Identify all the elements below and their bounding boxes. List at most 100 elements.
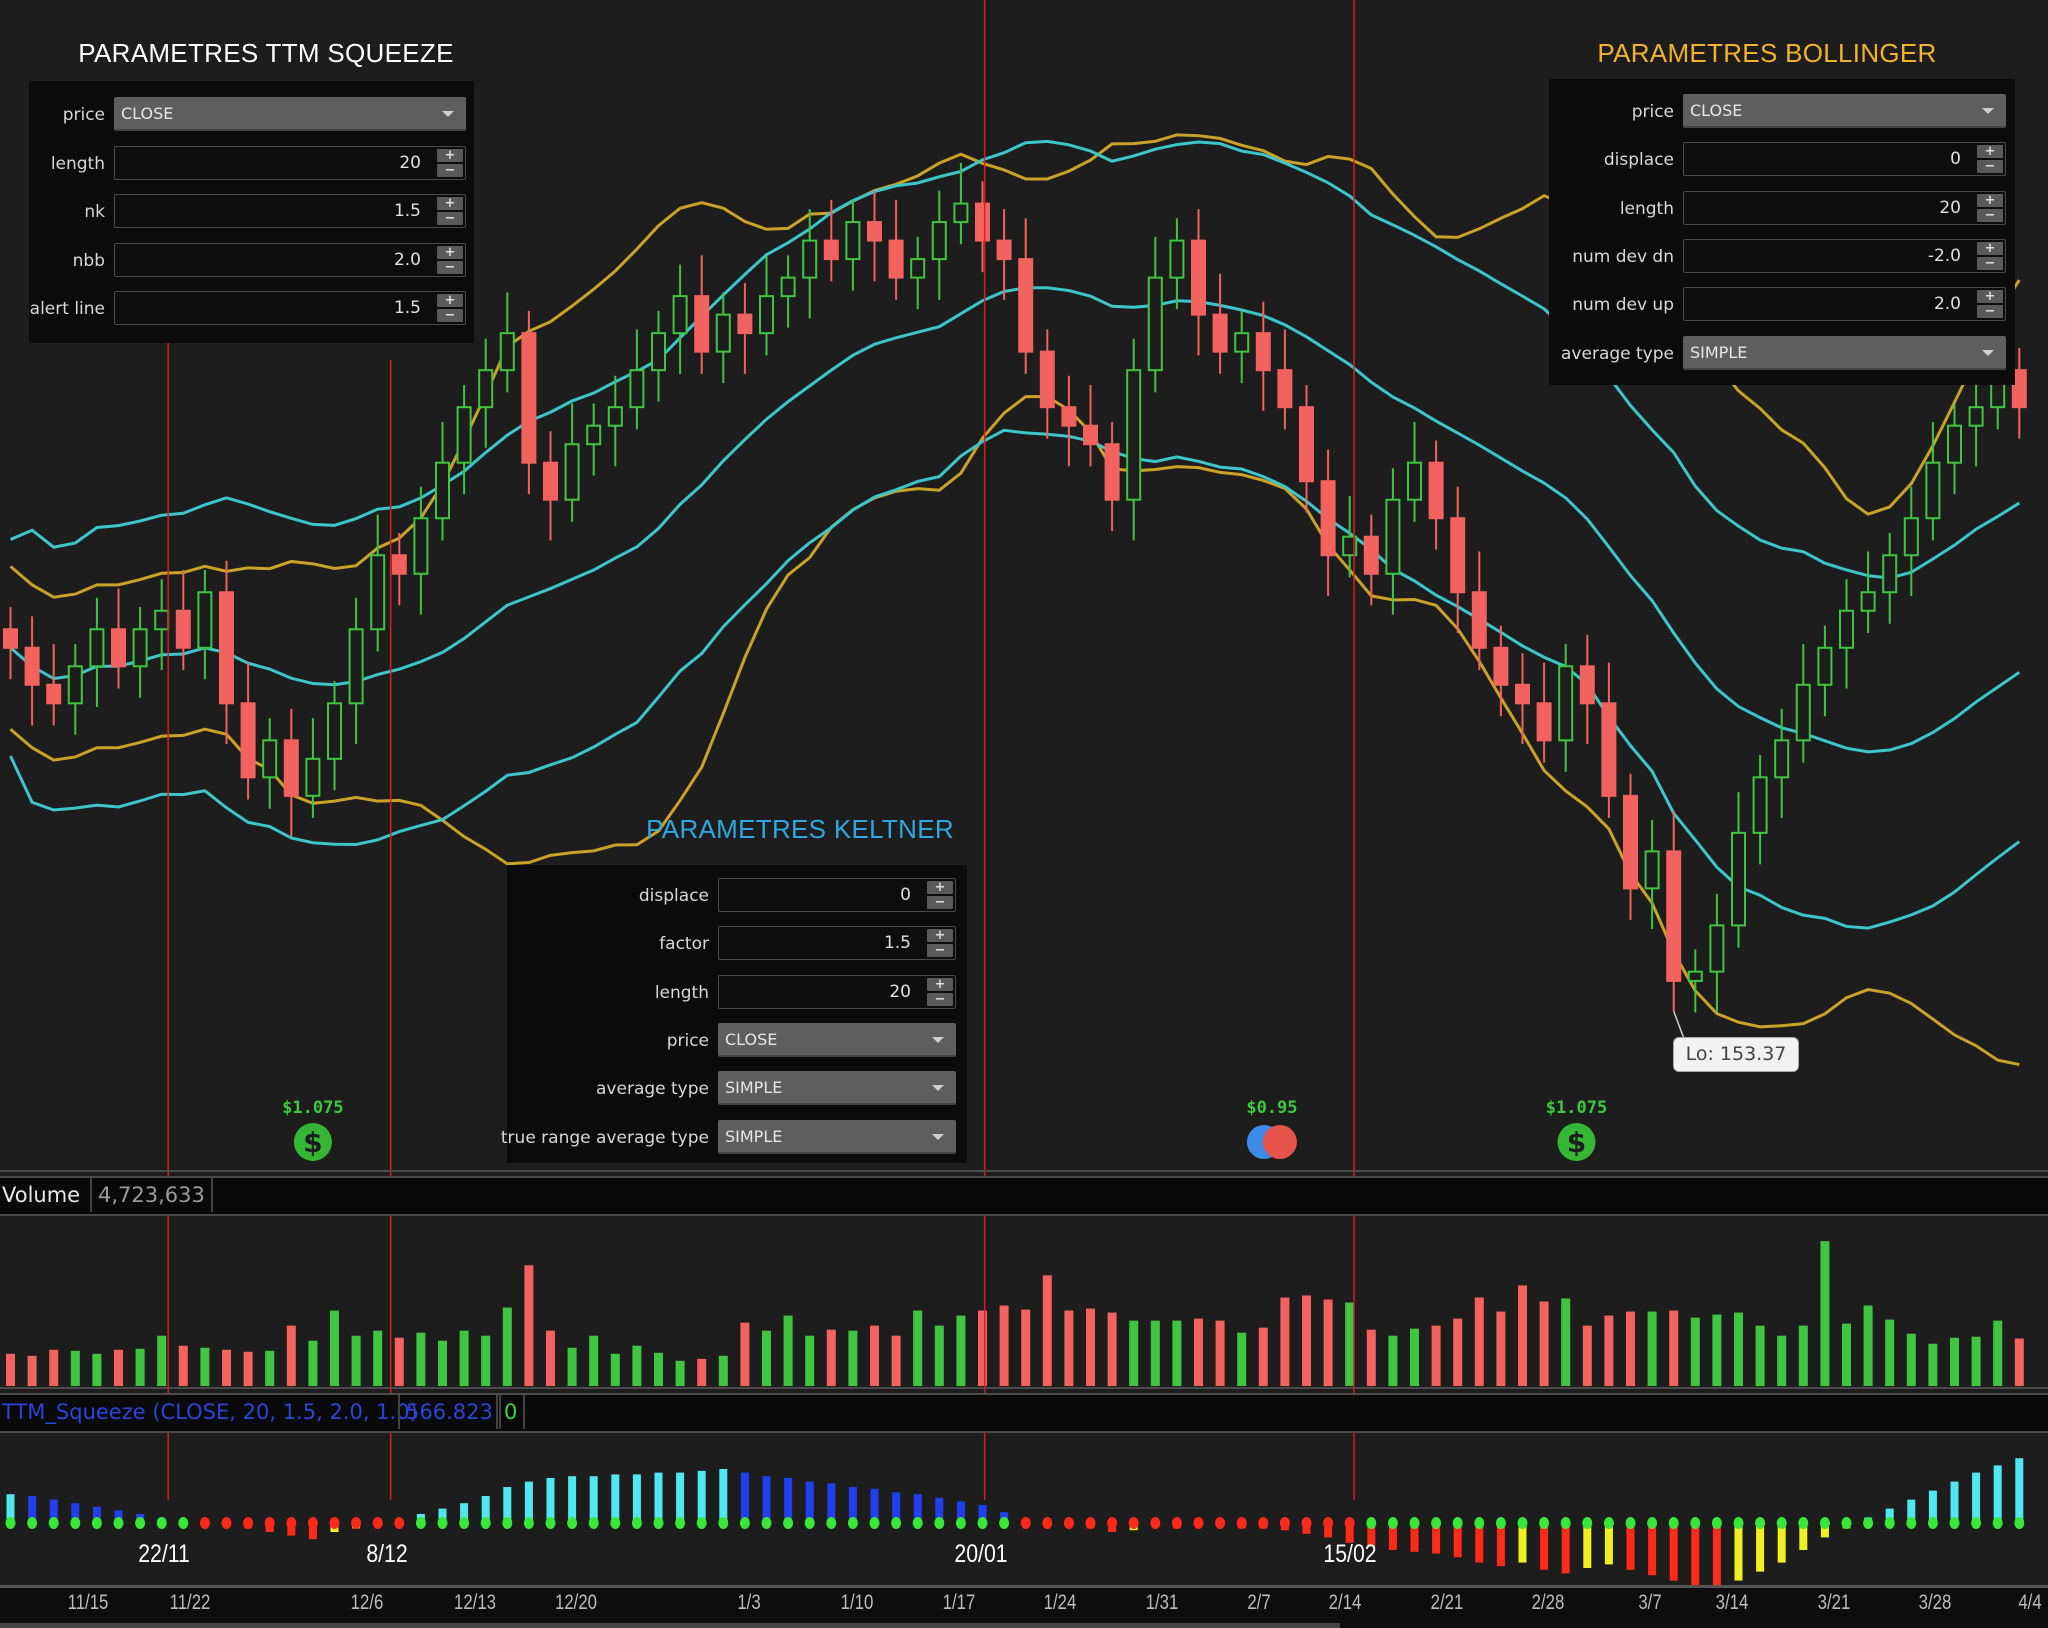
candle	[521, 310, 537, 495]
param-input-nk[interactable]: 1.5 + −	[114, 194, 466, 228]
candle	[1277, 329, 1293, 430]
candle-body	[845, 221, 861, 261]
param-input-num-dev-dn[interactable]: -2.0 + −	[1683, 238, 2006, 273]
volume-bar	[1906, 1333, 1916, 1386]
increment-icon[interactable]: +	[437, 197, 463, 210]
increment-icon[interactable]: +	[1977, 290, 2003, 304]
increment-icon[interactable]: +	[437, 245, 463, 259]
volume-bar	[1302, 1295, 1311, 1386]
candle-body	[521, 332, 537, 464]
squeeze-histogram-bar	[1950, 1481, 1959, 1523]
param-input-num-dev-up[interactable]: 2.0 + −	[1683, 287, 2006, 322]
increment-icon[interactable]: +	[1977, 241, 2003, 255]
dividend-icon: $	[1557, 1123, 1596, 1161]
squeeze-off-dot	[847, 1517, 858, 1529]
param-input-length[interactable]: 20 + −	[114, 145, 466, 180]
squeeze-histogram-bar	[1907, 1499, 1916, 1523]
volume-bar	[1388, 1335, 1398, 1386]
squeeze-off-dot	[1517, 1517, 1528, 1529]
candle-body	[197, 591, 213, 649]
candle	[651, 310, 666, 402]
decrement-icon[interactable]: −	[1977, 305, 2003, 319]
decrement-icon[interactable]: −	[1977, 160, 2003, 174]
keltner-middle-line	[9, 286, 2021, 754]
param-select-price[interactable]: CLOSE	[1683, 94, 2006, 128]
stepper[interactable]: + −	[1977, 290, 2003, 319]
param-input-factor[interactable]: 1.5 + −	[718, 926, 956, 961]
stepper[interactable]: + −	[1977, 145, 2003, 174]
increment-icon[interactable]: +	[1977, 145, 2003, 159]
decrement-icon[interactable]: −	[437, 212, 463, 225]
volume-bar	[1561, 1298, 1571, 1386]
stepper[interactable]: + −	[437, 148, 463, 177]
squeeze-histogram-bar	[460, 1503, 469, 1523]
x-axis[interactable]	[0, 1585, 2048, 1628]
ttm-squeeze-header: TTM_Squeeze (CLOSE, 20, 1.5, 2.0, 1.0) 5…	[0, 1393, 2048, 1433]
decrement-icon[interactable]: −	[437, 309, 463, 322]
volume-bar	[610, 1353, 620, 1386]
decrement-icon[interactable]: −	[437, 260, 463, 274]
param-select-average-type[interactable]: SIMPLE	[1683, 335, 2006, 370]
stepper[interactable]: + −	[1977, 193, 2003, 222]
chevron-down-icon[interactable]	[932, 1036, 944, 1043]
candle	[327, 681, 342, 791]
increment-icon[interactable]: +	[1977, 193, 2003, 207]
stepper[interactable]: + −	[437, 294, 463, 322]
select-value: CLOSE	[725, 1029, 778, 1049]
candle	[1234, 310, 1250, 384]
candle-body	[1277, 369, 1293, 409]
stepper[interactable]: + −	[437, 245, 463, 274]
x-tick-label: 1/10	[840, 1591, 874, 1614]
param-input-length[interactable]: 20 + −	[718, 974, 956, 1009]
ttm-squeeze-label[interactable]: TTM_Squeeze (CLOSE, 20, 1.5, 2.0, 1.0)	[2, 1400, 418, 1424]
increment-icon[interactable]: +	[437, 294, 463, 307]
squeeze-histogram-bar	[654, 1472, 663, 1523]
decrement-icon[interactable]: −	[927, 944, 953, 958]
decrement-icon[interactable]: −	[927, 896, 953, 909]
squeeze-histogram-bar	[1799, 1523, 1808, 1550]
chevron-down-icon[interactable]	[1982, 349, 1994, 356]
increment-icon[interactable]: +	[927, 977, 953, 991]
decrement-icon[interactable]: −	[927, 992, 953, 1006]
stepper[interactable]: + −	[927, 929, 953, 958]
chevron-down-icon[interactable]	[932, 1133, 944, 1140]
bollinger-panel-title: PARAMETRES BOLLINGER	[1597, 38, 1937, 68]
candle-body	[1083, 424, 1098, 446]
candle	[1795, 644, 1811, 763]
squeeze-on-dot	[1279, 1517, 1290, 1529]
marker-lines-layer	[167, 0, 1355, 1500]
chevron-down-icon[interactable]	[932, 1085, 944, 1092]
param-input-length[interactable]: 20 + −	[1683, 190, 2006, 225]
price-panel-divider[interactable]	[0, 1170, 2048, 1174]
decrement-icon[interactable]: −	[1977, 256, 2003, 270]
horizontal-scrollbar[interactable]	[0, 1623, 1340, 1628]
squeeze-off-dot	[135, 1517, 146, 1529]
param-input-displace[interactable]: 0 + −	[718, 878, 956, 912]
squeeze-off-dot	[869, 1517, 880, 1529]
decrement-icon[interactable]: −	[1977, 208, 2003, 222]
candle	[759, 255, 774, 356]
increment-icon[interactable]: +	[927, 929, 953, 943]
param-input-alert-line[interactable]: 1.5 + −	[114, 291, 466, 325]
increment-icon[interactable]: +	[437, 148, 463, 162]
candle	[1212, 273, 1228, 374]
stepper[interactable]: + −	[437, 197, 463, 225]
decrement-icon[interactable]: −	[437, 163, 463, 177]
param-select-average-type[interactable]: SIMPLE	[718, 1071, 956, 1106]
squeeze-on-dot	[1020, 1517, 1031, 1529]
stepper[interactable]: + −	[1977, 241, 2003, 270]
param-select-price[interactable]: CLOSE	[718, 1022, 956, 1057]
param-row-price: price CLOSE	[29, 97, 474, 133]
param-select-true-range-average-type[interactable]: SIMPLE	[718, 1119, 956, 1154]
stepper[interactable]: + −	[927, 881, 953, 909]
param-select-price[interactable]: CLOSE	[114, 97, 466, 131]
increment-icon[interactable]: +	[927, 881, 953, 894]
param-label: nk	[84, 202, 105, 222]
param-input-nbb[interactable]: 2.0 + −	[114, 242, 466, 277]
stepper[interactable]: + −	[927, 977, 953, 1006]
chevron-down-icon[interactable]	[1982, 108, 1994, 114]
param-label: price	[1631, 102, 1674, 122]
candle-body	[413, 517, 429, 575]
chevron-down-icon[interactable]	[442, 111, 454, 117]
param-input-displace[interactable]: 0 + −	[1683, 142, 2006, 177]
